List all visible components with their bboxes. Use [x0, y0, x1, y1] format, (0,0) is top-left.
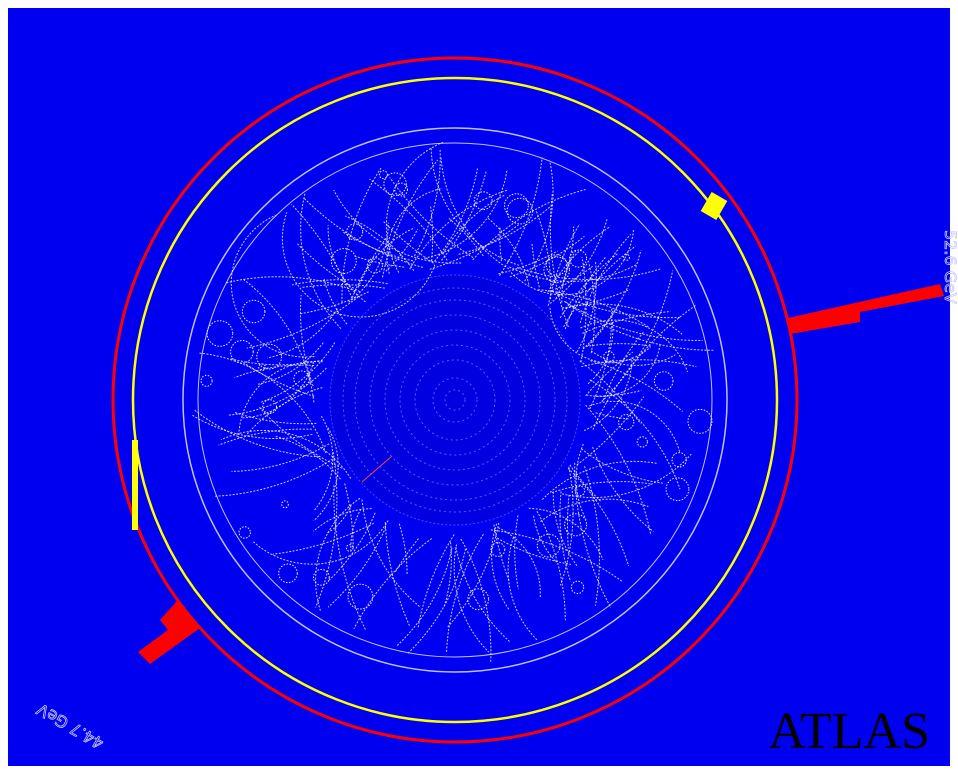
energy-deposit — [132, 440, 138, 530]
event-display: 44.7 GeV 52.6 GeV ATLAS — [0, 0, 958, 774]
inner-detector — [330, 275, 580, 525]
brand-logo: ATLAS — [768, 703, 930, 760]
page: {"brand": "ATLAS", "energy_labels": ["44… — [0, 0, 958, 774]
energy-label: 52.6 GeV — [941, 230, 958, 304]
